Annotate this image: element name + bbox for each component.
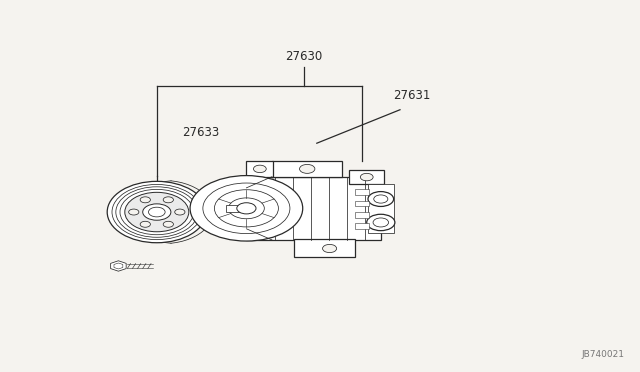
Ellipse shape: [125, 192, 189, 232]
Bar: [349, 170, 384, 184]
Circle shape: [163, 197, 173, 203]
Bar: [355, 201, 369, 206]
Circle shape: [323, 244, 337, 253]
Text: 27631: 27631: [394, 89, 431, 102]
Circle shape: [143, 204, 171, 220]
Bar: [246, 161, 273, 177]
Bar: [355, 223, 369, 229]
Circle shape: [300, 164, 315, 173]
Bar: [272, 161, 342, 177]
Text: JB740021: JB740021: [581, 350, 624, 359]
Bar: [355, 189, 369, 195]
Circle shape: [140, 221, 150, 227]
Circle shape: [373, 218, 388, 227]
Circle shape: [253, 165, 266, 173]
Circle shape: [163, 221, 173, 227]
Circle shape: [368, 192, 394, 206]
Bar: [226, 205, 246, 212]
Bar: [294, 239, 355, 257]
Bar: [355, 212, 369, 218]
Bar: [368, 184, 394, 232]
Text: 27630: 27630: [285, 50, 323, 63]
Circle shape: [148, 207, 165, 217]
Ellipse shape: [108, 181, 206, 243]
Circle shape: [175, 209, 185, 215]
Circle shape: [140, 197, 150, 203]
Circle shape: [367, 214, 395, 231]
Circle shape: [129, 209, 139, 215]
Bar: [206, 208, 222, 216]
Circle shape: [237, 203, 256, 214]
Circle shape: [374, 195, 388, 203]
Bar: [246, 177, 381, 240]
Text: 27633: 27633: [182, 126, 220, 140]
Circle shape: [360, 173, 373, 181]
Circle shape: [190, 176, 303, 241]
